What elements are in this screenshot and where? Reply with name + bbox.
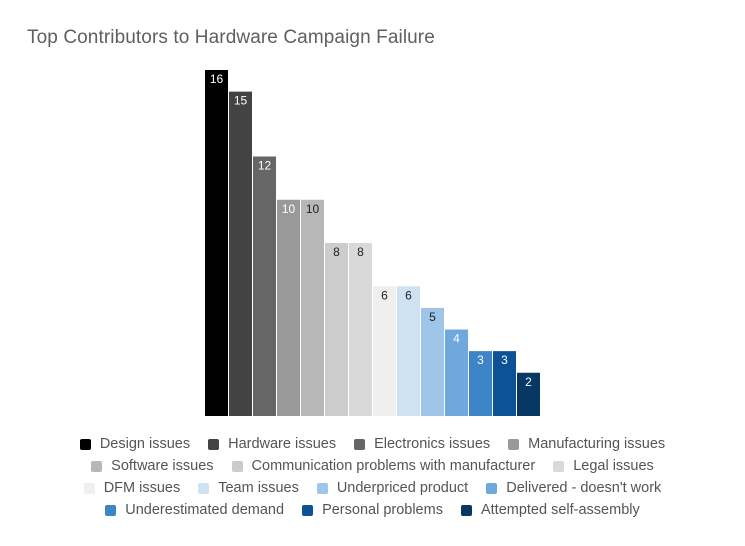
legend-swatch: [553, 460, 565, 472]
legend-label: Design issues: [99, 436, 191, 452]
legend-swatch: [79, 438, 91, 450]
legend-label: Team issues: [218, 480, 299, 496]
legend-swatch: [508, 438, 520, 450]
legend-label: Manufacturing issues: [528, 436, 666, 452]
bar-value-label: 10: [306, 202, 320, 216]
legend-row: Software issues Communication problems w…: [0, 455, 745, 477]
legend-label: Underpriced product: [336, 480, 469, 496]
legend-item: Design issues: [79, 436, 191, 452]
legend-label: Delivered - doesn't work: [506, 480, 662, 496]
legend-item: Attempted self-assembly: [460, 502, 640, 518]
legend-label: Legal issues: [573, 458, 654, 474]
bar: [229, 91, 252, 416]
legend-item: Manufacturing issues: [508, 436, 665, 452]
legend-item: Underestimated demand: [105, 502, 284, 518]
bar-value-label: 8: [333, 245, 340, 259]
bar: [469, 351, 492, 416]
bar: [325, 243, 348, 416]
bar-value-label: 16: [210, 72, 224, 86]
legend-swatch: [302, 504, 314, 516]
bar-value-label: 4: [453, 332, 460, 346]
bar-value-label: 2: [525, 375, 532, 389]
legend-row: DFM issues Team issues Underpriced produ…: [0, 477, 745, 499]
bar-value-label: 12: [258, 159, 272, 173]
legend-item: Communication problems with manufacturer: [231, 458, 536, 474]
legend-swatch: [83, 482, 95, 494]
chart-legend: Design issues Hardware issues Electronic…: [0, 433, 745, 521]
bar-value-label: 3: [477, 353, 484, 367]
legend-label: Underestimated demand: [125, 502, 285, 518]
legend-item: Software issues: [91, 458, 214, 474]
legend-swatch: [91, 460, 103, 472]
legend-swatch: [486, 482, 498, 494]
legend-row: Design issues Hardware issues Electronic…: [0, 433, 745, 455]
bar: [301, 199, 324, 416]
bar-chart: 16 15 12 10 10 8 8 6 6 5 4 3 3 2: [205, 70, 540, 416]
bar: [253, 156, 276, 416]
legend-label: Personal problems: [322, 502, 443, 518]
bar: [397, 286, 420, 416]
legend-swatch: [198, 482, 210, 494]
bar: [445, 329, 468, 416]
bar: [205, 70, 228, 416]
bar: [421, 307, 444, 416]
bar: [349, 243, 372, 416]
legend-label: DFM issues: [103, 480, 181, 496]
bar-value-label: 15: [234, 94, 248, 108]
bar-value-label: 10: [282, 202, 296, 216]
legend-item: Hardware issues: [208, 436, 336, 452]
legend-item: Electronics issues: [354, 436, 490, 452]
legend-label: Software issues: [111, 458, 214, 474]
legend-item: Team issues: [198, 480, 299, 496]
bar: [517, 372, 540, 416]
legend-label: Communication problems with manufacturer: [251, 458, 536, 474]
legend-item: DFM issues: [83, 480, 181, 496]
legend-swatch: [208, 438, 220, 450]
legend-swatch: [316, 482, 328, 494]
bar-value-label: 6: [405, 288, 412, 302]
legend-item: Personal problems: [302, 502, 443, 518]
legend-row: Underestimated demand Personal problems …: [0, 499, 745, 521]
legend-swatch: [354, 438, 366, 450]
bar: [373, 286, 396, 416]
legend-label: Hardware issues: [228, 436, 337, 452]
legend-swatch: [460, 504, 472, 516]
legend-label: Attempted self-assembly: [480, 502, 640, 518]
bar-value-label: 8: [357, 245, 364, 259]
bar-value-label: 3: [501, 353, 508, 367]
legend-item: Legal issues: [553, 458, 654, 474]
bar-value-label: 6: [381, 288, 388, 302]
legend-item: Delivered - doesn't work: [486, 480, 661, 496]
bar-value-label: 5: [429, 310, 436, 324]
legend-item: Underpriced product: [316, 480, 469, 496]
legend-label: Electronics issues: [374, 436, 491, 452]
legend-swatch: [105, 504, 117, 516]
bar: [493, 351, 516, 416]
legend-swatch: [231, 460, 243, 472]
chart-title: Top Contributors to Hardware Campaign Fa…: [27, 27, 435, 48]
bar: [277, 199, 300, 416]
